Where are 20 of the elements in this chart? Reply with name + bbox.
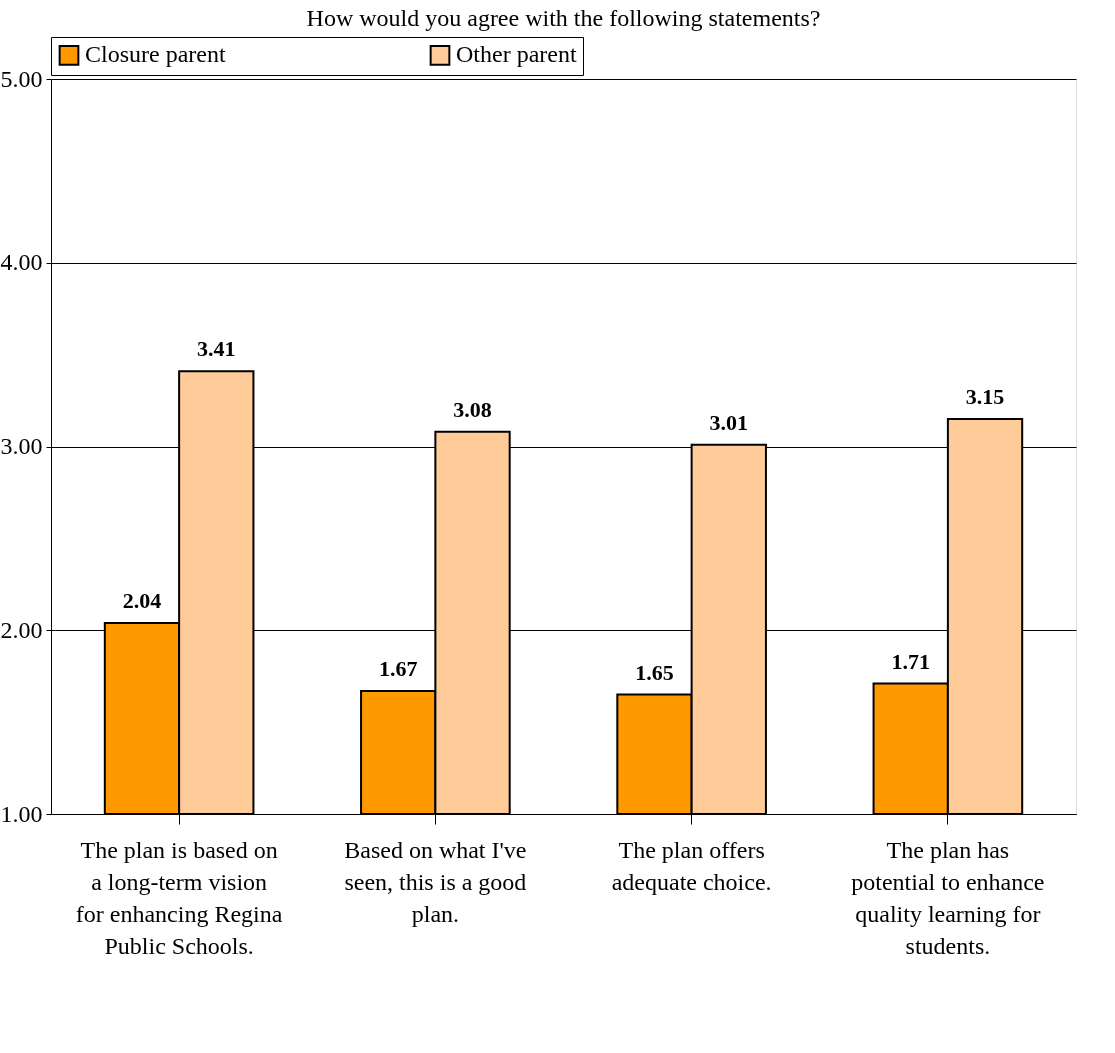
y-tick-label: 4.00 <box>0 249 43 276</box>
data-label: 1.65 <box>635 659 674 685</box>
y-tick-label: 1.00 <box>0 800 43 827</box>
data-label: 1.67 <box>378 655 418 681</box>
data-label: 1.71 <box>891 648 930 674</box>
legend-label: Closure parent <box>85 41 226 68</box>
data-label: 3.41 <box>197 336 236 362</box>
y-tick-label: 3.00 <box>0 433 43 459</box>
legend-label: Other parent <box>456 41 577 68</box>
data-label: 3.15 <box>965 383 1005 409</box>
x-tick-label: The plan has potential to enhance quality learning for students. <box>851 836 1045 959</box>
chart-title: How would you agree with the following statements? <box>306 4 821 31</box>
y-tick-label: 5.00 <box>0 65 43 92</box>
data-label: 2.04 <box>122 587 162 613</box>
x-tick-label: Based on what I've seen, this is a good plan. <box>344 836 527 927</box>
x-tick-label: The plan offers adequate choice. <box>611 836 772 895</box>
x-tick-label: The plan is based on a long-term vision for enhancing Regina Public Schools. <box>75 836 283 959</box>
y-tick-label: 2.00 <box>0 616 43 643</box>
data-label: 3.01 <box>709 409 749 435</box>
data-label: 3.08 <box>453 396 492 422</box>
